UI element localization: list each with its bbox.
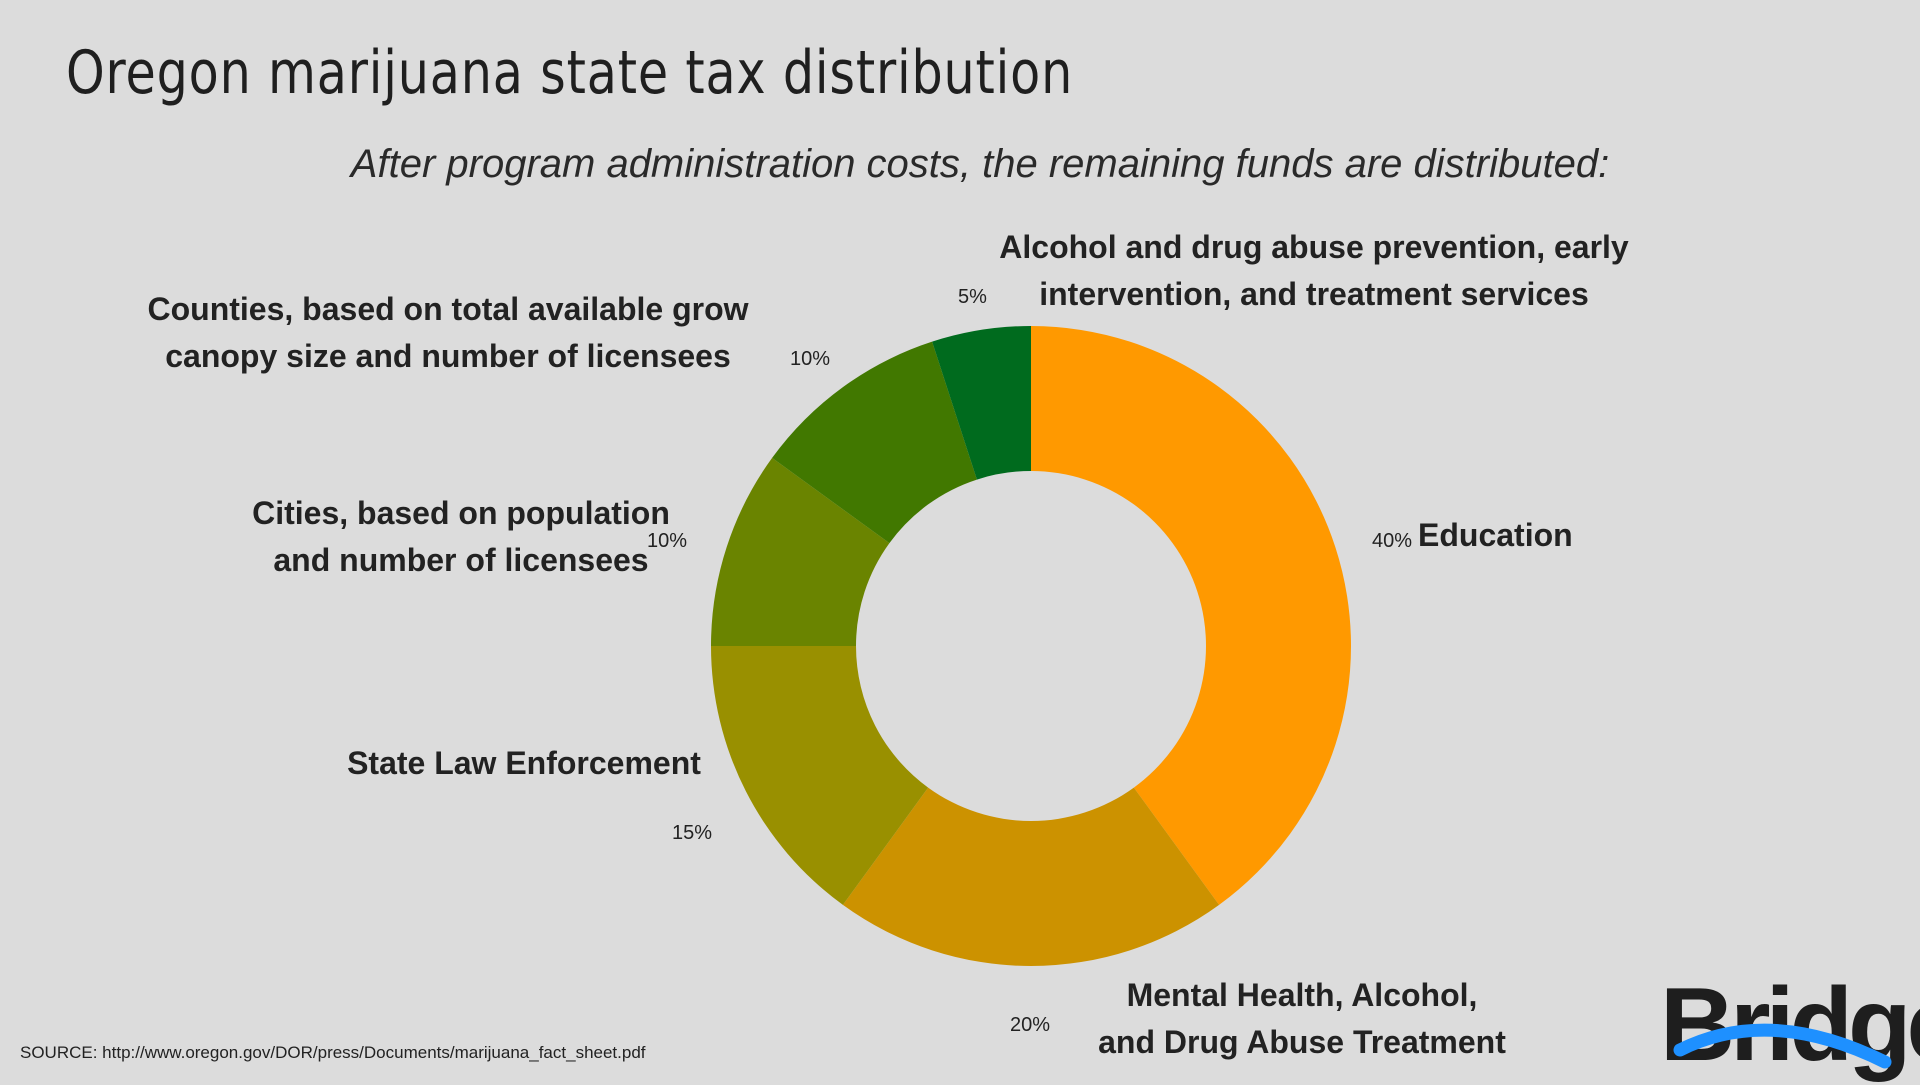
- logo-swoosh-icon: [1673, 1023, 1892, 1069]
- donut-slice: [932, 326, 1031, 480]
- slice-value-label: 40%: [1372, 530, 1413, 552]
- slice-category-label: Cities, based on population and number of…: [252, 490, 670, 584]
- category-label-line: Mental Health, Alcohol,: [1126, 977, 1478, 1013]
- slice-value-label: 15%: [672, 822, 713, 844]
- slice-value-label: 10%: [790, 348, 831, 370]
- category-label-line: Alcohol and drug abuse prevention, early: [999, 229, 1629, 265]
- donut-slice: [1031, 326, 1351, 905]
- chart-subtitle: After program administration costs, the …: [350, 142, 1610, 186]
- chart-title: Oregon marijuana state tax distribution: [66, 38, 1074, 108]
- category-label-line: State Law Enforcement: [347, 745, 701, 781]
- slice-category-label: Education: [1418, 512, 1573, 559]
- source-note: SOURCE: http://www.oregon.gov/DOR/press/…: [20, 1043, 646, 1062]
- donut-slice: [772, 341, 977, 544]
- donut-slice: [842, 787, 1220, 966]
- category-label-line: canopy size and number of licensees: [165, 338, 731, 374]
- slice-category-label: Alcohol and drug abuse prevention, early…: [999, 224, 1628, 318]
- slice-value-label: 5%: [958, 286, 987, 308]
- slice-category-label: State Law Enforcement: [347, 740, 701, 787]
- slice-category-label: Counties, based on total available grow c…: [148, 286, 749, 380]
- slice-value-label: 20%: [1010, 1014, 1051, 1036]
- category-label-line: and Drug Abuse Treatment: [1098, 1024, 1506, 1060]
- slice-category-label: Mental Health, Alcohol, and Drug Abuse Tr…: [1098, 972, 1506, 1066]
- donut-slice: [711, 646, 929, 905]
- slice-value-label: 10%: [647, 530, 688, 552]
- category-label-line: and number of licensees: [273, 542, 649, 578]
- category-label-line: Cities, based on population: [252, 495, 670, 531]
- category-label-line: Education: [1418, 517, 1573, 553]
- donut-slice: [711, 457, 890, 646]
- category-label-line: intervention, and treatment services: [1039, 276, 1589, 312]
- category-label-line: Counties, based on total available grow: [147, 291, 749, 327]
